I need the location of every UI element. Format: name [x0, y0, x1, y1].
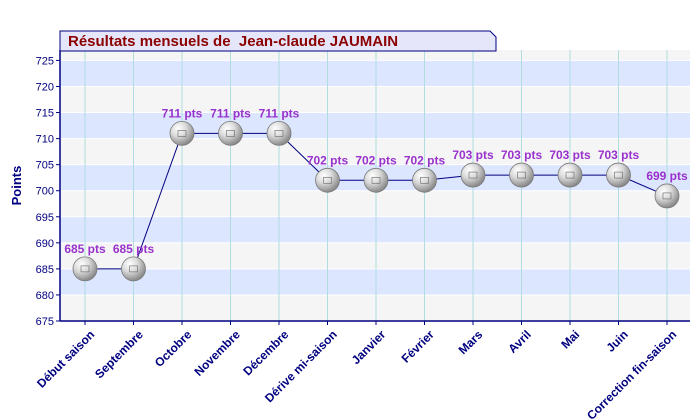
x-tick-label: Juin — [603, 327, 630, 354]
y-tick-label: 715 — [36, 108, 54, 120]
marker-emblem — [177, 130, 187, 137]
marker — [169, 120, 195, 146]
marker-emblem — [323, 176, 332, 184]
y-tick-label: 705 — [36, 160, 54, 172]
marker-emblem — [129, 265, 138, 273]
data-label: 685 pts — [113, 242, 155, 256]
y-tick-label: 680 — [36, 290, 54, 302]
marker-emblem — [420, 176, 429, 184]
x-tick-label: Octobre — [152, 327, 195, 370]
chart-title: Résultats mensuels de Jean-claude JAUMAI… — [68, 33, 398, 50]
axes — [56, 50, 690, 325]
y-axis-label: Points — [9, 166, 24, 206]
band — [60, 60, 690, 87]
data-label: 711 pts — [210, 106, 251, 120]
data-label: 711 pts — [259, 106, 300, 120]
x-tick-label: Novembre — [191, 327, 243, 379]
band — [60, 50, 690, 61]
band — [60, 268, 690, 295]
marker — [363, 167, 389, 193]
title-box: Résultats mensuels de Jean-claude JAUMAI… — [59, 30, 497, 52]
marker — [412, 167, 437, 193]
marker-ball — [654, 183, 680, 209]
y-tick-label: 690 — [36, 238, 54, 250]
marker — [606, 162, 631, 188]
band — [60, 242, 690, 269]
y-tick-label: 720 — [36, 81, 54, 93]
x-tick-label: Mai — [558, 327, 582, 351]
y-tick-label: 695 — [36, 212, 54, 224]
x-tick-label: Septembre — [92, 327, 146, 381]
data-label: 703 pts — [501, 148, 543, 162]
data-label: 702 pts — [307, 153, 349, 167]
marker-ball — [363, 167, 389, 193]
x-tick-label: Février — [399, 327, 437, 365]
marker — [654, 183, 680, 209]
data-label: 702 pts — [404, 153, 446, 167]
y-tick-labels: 675 680 685 690 695 700 705 710 715 720 725 — [36, 55, 54, 328]
marker-emblem — [662, 192, 672, 200]
marker-ball — [606, 162, 631, 188]
band — [60, 138, 690, 165]
data-label: 699 pts — [646, 169, 688, 183]
marker-emblem — [614, 171, 623, 179]
band — [60, 112, 690, 139]
data-label: 685 pts — [64, 242, 106, 256]
marker — [557, 162, 583, 188]
x-tick-label: Décembre — [240, 327, 291, 378]
marker-ball — [169, 120, 195, 146]
marker-ball — [315, 167, 340, 193]
markers — [72, 120, 680, 282]
marker-ball — [460, 162, 486, 188]
marker — [121, 256, 146, 282]
band — [60, 294, 690, 321]
band — [60, 86, 690, 113]
marker-ball — [509, 162, 534, 188]
marker — [460, 162, 486, 188]
marker-ball — [266, 120, 292, 146]
data-label: 703 pts — [452, 148, 494, 162]
marker — [218, 120, 243, 146]
x-tick-label: Début saison — [34, 327, 97, 390]
marker-emblem — [371, 176, 381, 184]
y-tick-label: 710 — [36, 134, 54, 146]
marker-emblem — [226, 130, 235, 137]
x-tick-label: Correction fin-saison — [584, 327, 679, 420]
marker-ball — [121, 256, 146, 282]
marker-emblem — [565, 171, 575, 179]
data-label: 711 pts — [162, 106, 203, 120]
plot-background — [60, 50, 690, 322]
marker — [72, 256, 98, 282]
x-tick-label: Mars — [456, 327, 486, 357]
marker-emblem — [274, 130, 284, 137]
marker-ball — [72, 256, 98, 282]
data-label: 702 pts — [355, 153, 397, 167]
marker-emblem — [468, 171, 478, 179]
data-label: 703 pts — [598, 148, 640, 162]
title-background — [59, 30, 497, 52]
marker-ball — [218, 120, 243, 146]
marker-emblem — [517, 171, 526, 179]
x-tick-label: Janvier — [349, 327, 389, 367]
y-tick-label: 685 — [36, 264, 54, 276]
band — [60, 216, 690, 243]
y-tick-label: 700 — [36, 186, 54, 198]
marker-ball — [557, 162, 583, 188]
y-tick-label: 725 — [36, 55, 54, 67]
marker-ball — [412, 167, 437, 193]
marker — [315, 167, 340, 193]
data-label: 703 pts — [549, 148, 591, 162]
x-tick-label: Avril — [505, 327, 533, 355]
data-labels: 685 pts 685 pts 711 pts 711 pts 711 pts 702 p… — [64, 106, 688, 256]
y-tick-label: 675 — [36, 316, 54, 328]
band — [60, 190, 690, 217]
marker — [509, 162, 534, 188]
marker-emblem — [80, 265, 90, 273]
marker — [266, 120, 292, 146]
